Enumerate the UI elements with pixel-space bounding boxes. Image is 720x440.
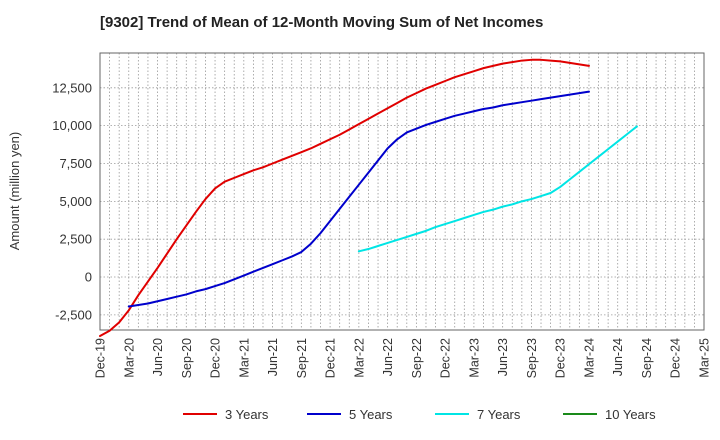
legend-label: 5 Years [349,407,393,422]
x-tick-label: Mar-22 [352,338,366,378]
x-tick-label: Jun-21 [266,338,280,376]
plot-area-frame [99,52,705,331]
axes: -2,500 0 2,500 5,000 7,500 10,000 12,500 Dec-19… [52,80,711,378]
x-tick-label: Dec-19 [94,338,108,378]
x-tick-label: Dec-21 [324,338,338,378]
x-tick-label: Jun-24 [611,338,625,376]
legend-label: 7 Years [477,407,521,422]
x-tick-label: Mar-23 [467,338,481,378]
x-tick-label: Sep-24 [640,338,654,378]
x-tick-label: Dec-24 [669,338,683,378]
y-tick-label: 7,500 [59,156,92,171]
x-tick-label: Sep-21 [295,338,309,378]
x-tick-label: Mar-21 [237,338,251,378]
series-line-5-years [127,90,590,308]
x-tick-label: Sep-23 [525,338,539,378]
y-tick-label: 12,500 [52,80,92,95]
series-line-3-years [99,58,590,338]
x-tick-label: Mar-25 [698,338,712,378]
x-tick-label: Mar-20 [122,338,136,378]
x-tick-label: Mar-24 [582,338,596,378]
x-tick-label: Sep-22 [410,338,424,378]
grid [100,53,704,330]
x-tick-label: Sep-20 [180,338,194,378]
y-tick-label: 10,000 [52,118,92,133]
x-tick-label: Jun-20 [151,338,165,376]
chart-title: [9302] Trend of Mean of 12-Month Moving … [100,14,544,31]
legend-label: 3 Years [225,407,269,422]
y-tick-label: -2,500 [55,307,92,322]
y-tick-label: 0 [85,270,92,285]
y-axis-label: Amount (million yen) [7,132,22,251]
series-lines [99,58,638,338]
x-tick-label: Dec-23 [554,338,568,378]
x-tick-label: Jun-22 [381,338,395,376]
x-tick-label: Jun-23 [496,338,510,376]
series-line-7-years [357,125,638,253]
y-tick-label: 5,000 [59,194,92,209]
legend-label: 10 Years [605,407,656,422]
x-tick-label: Dec-20 [209,338,223,378]
y-tick-label: 2,500 [59,232,92,247]
x-tick-label: Dec-22 [439,338,453,378]
legend: 3 Years 5 Years 7 Years 10 Years [183,407,656,422]
